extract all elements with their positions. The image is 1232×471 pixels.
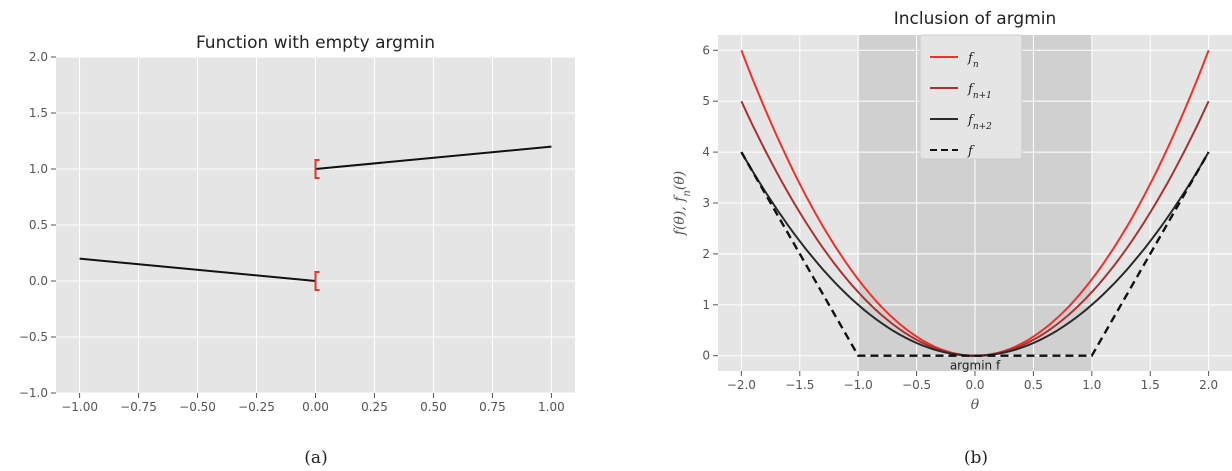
x-tick-label: −2.0: [727, 378, 756, 392]
legend-label-subscript: n: [973, 60, 979, 70]
y-tick-label: −1.0: [19, 386, 48, 400]
x-tick-label: −0.50: [179, 400, 216, 414]
x-tick-label: −1.5: [785, 378, 814, 392]
x-tick-label: 0.0: [965, 378, 984, 392]
figure-caption: (b): [964, 448, 988, 468]
y-tick-label: 1.0: [29, 162, 48, 176]
x-tick-label: 1.5: [1141, 378, 1160, 392]
chart-title: Inclusion of argmin: [894, 9, 1057, 29]
x-tick-label: 0.75: [479, 400, 506, 414]
series-line-0: [79, 257, 316, 282]
legend-label: fn: [967, 51, 979, 70]
series-line-3: [740, 151, 1210, 357]
figure-caption: (a): [304, 448, 327, 468]
x-tick-label: 0.00: [302, 400, 329, 414]
y-tick-label: 4: [702, 145, 710, 159]
y-tick-label: 2.0: [29, 50, 48, 64]
y-tick-label: 0.0: [29, 274, 48, 288]
y-tick-label: 6: [702, 43, 710, 57]
x-tick-label: −0.5: [902, 378, 931, 392]
y-tick-label: 2: [702, 247, 710, 261]
y-tick-label: 5: [702, 94, 710, 108]
y-tick-label: 3: [702, 196, 710, 210]
x-tick-label: −0.75: [120, 400, 157, 414]
x-tick-label: 0.5: [1024, 378, 1043, 392]
x-tick-label: −1.0: [844, 378, 873, 392]
y-axis-label-subscript: n: [682, 190, 693, 196]
x-tick-label: 0.50: [420, 400, 447, 414]
y-tick-label: 1: [702, 298, 710, 312]
x-tick-label: 0.25: [361, 400, 388, 414]
chart-title: Function with empty argmin: [196, 33, 435, 53]
x-tick-label: −1.00: [61, 400, 98, 414]
legend-label: f: [967, 144, 975, 159]
y-tick-label: −0.5: [19, 330, 48, 344]
legend-box: [919, 34, 1023, 160]
y-tick-label: 0.5: [29, 218, 48, 232]
panel-a: −1.00 −0.75 −0.50 −0.25 0.00 0.25 0.50 0.75 1.00…: [19, 33, 575, 468]
series-line-1: [315, 145, 552, 170]
closed-bracket-marker: [314, 271, 320, 291]
y-tick-label: 0: [702, 349, 710, 363]
legend-label-subscript: n+1: [973, 91, 992, 101]
x-axis-label: θ: [971, 397, 980, 413]
panel-b: −2.0 −1.5 −1.0 −0.5 0.0 0.5 1.0 1.5 2.0 0 1 2 3 4 5 6 ar…: [672, 9, 1232, 468]
y-axis-label: f(θ), fn(θ): [672, 171, 693, 236]
y-axis-label-tail: (θ): [672, 171, 688, 190]
x-tick-label: 2.0: [1199, 378, 1218, 392]
y-tick-label: 1.5: [29, 106, 48, 120]
x-tick-label: −0.25: [238, 400, 275, 414]
x-tick-label: 1.00: [538, 400, 565, 414]
legend-label-subscript: n+2: [973, 122, 992, 132]
closed-bracket-marker: [314, 159, 320, 179]
x-tick-label: 1.0: [1082, 378, 1101, 392]
argmin-annotation: argmin f: [950, 359, 1001, 373]
